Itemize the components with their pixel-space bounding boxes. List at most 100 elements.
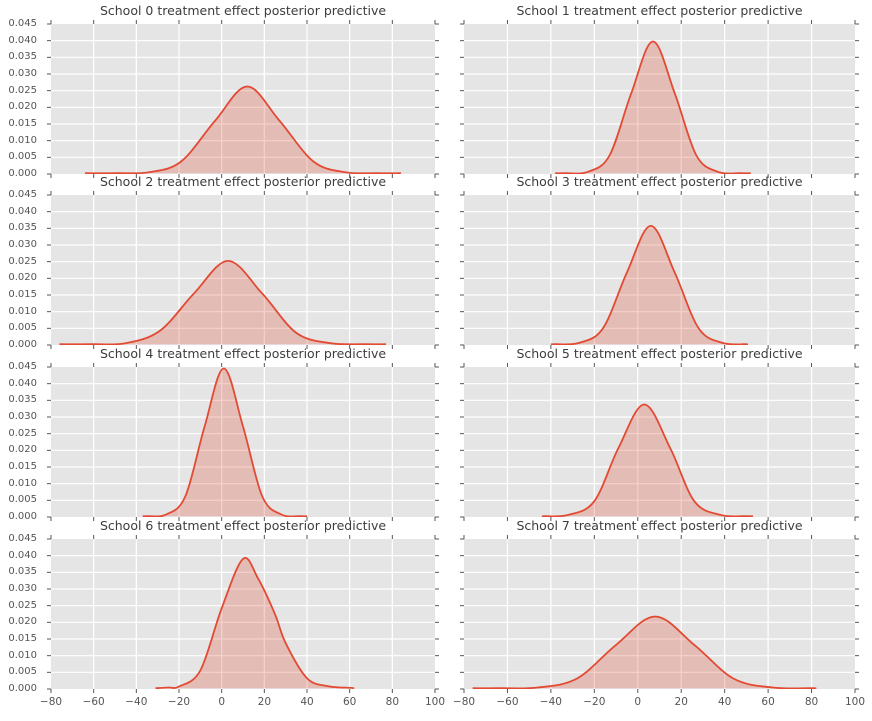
x-tick-label: 60 [342,696,357,708]
subplot-title: School 4 treatment effect posterior pred… [99,346,387,361]
y-tick-label: 0.010 [8,477,37,489]
axes-background [464,539,855,689]
x-tick-label: −20 [583,696,606,708]
density-fill [550,225,748,345]
x-tick-label: 80 [804,696,819,708]
y-tick-label: 0.015 [8,118,37,129]
density-fill [555,41,751,174]
y-tick-label: 0.020 [8,444,37,456]
density-plot [460,191,859,349]
x-tick-label: 40 [717,696,732,708]
subplot-school-1: School 1 treatment effect posterior pred… [460,3,859,178]
y-axis-tick-labels: 0.000 0.005 0.010 0.015 0.020 0.025 0.030 0.035… [1,18,44,179]
y-tick-label: 0.045 [8,533,37,544]
axes-background [464,367,855,517]
axes-background [51,24,435,174]
x-axis-tick-labels: −80 −60 −40 −20 0 20 40 60 80 100 [453,689,865,709]
y-tick-label: 0.005 [8,494,37,506]
y-axis-tick-labels: 0.000 0.005 0.010 0.015 0.020 0.025 0.030 0.035… [1,361,44,522]
density-fill [142,368,307,517]
subplot-school-6: School 6 treatment effect posterior pred… [8,518,445,708]
density-line [155,557,355,689]
y-tick-label: 0.045 [8,361,37,372]
y-tick-label: 0.020 [8,101,37,113]
x-tick-label: 20 [674,696,688,708]
y-tick-label: 0.000 [8,511,37,522]
y-tick-label: 0.000 [8,339,37,350]
density-plot [47,20,439,178]
density-fill [542,404,753,517]
y-axis-tick-labels [414,539,457,689]
y-tick-label: 0.040 [8,377,37,389]
density-line [142,367,308,517]
density-line [555,40,751,174]
x-tick-label: 0 [218,696,225,708]
subplot-title: School 3 treatment effect posterior pred… [516,174,803,189]
density-line [59,260,386,345]
y-tick-label: 0.000 [8,683,37,694]
density-plot [460,20,859,178]
subplot-school-3: School 3 treatment effect posterior pred… [460,174,859,349]
x-tick-label: 60 [761,696,775,708]
density-plot [47,363,439,521]
axes-background [51,539,435,689]
y-tick-label: 0.030 [8,68,37,79]
x-tick-label: −60 [82,696,105,708]
x-tick-label: −40 [125,696,148,708]
x-tick-label: −40 [539,696,562,708]
x-tick-label: −80 [452,696,476,708]
density-fill [472,616,817,689]
subplot-school-0: School 0 treatment effect posterior pred… [8,3,439,179]
density-fill [85,86,401,174]
x-tick-label: −80 [39,696,63,708]
x-tick-label: 40 [300,696,314,708]
density-plot [47,191,439,349]
y-tick-label: 0.035 [8,222,37,234]
y-tick-label: 0.040 [8,549,37,561]
x-tick-label: 20 [257,696,272,708]
y-axis-tick-labels [414,24,457,174]
subplot-title: School 0 treatment effect posterior pred… [99,3,387,18]
x-tick-label: −60 [496,696,519,708]
y-tick-label: 0.005 [8,151,37,163]
y-tick-label: 0.000 [8,168,37,179]
y-tick-label: 0.040 [8,205,37,217]
density-fill [155,557,354,689]
subplot-title: School 5 treatment effect posterior pred… [516,346,803,361]
y-tick-label: 0.045 [8,18,37,29]
subplot-title: School 2 treatment effect posterior pred… [99,174,387,189]
y-tick-label: 0.005 [8,666,37,678]
y-tick-label: 0.030 [8,583,37,594]
subplot-title: School 7 treatment effect posterior pred… [516,518,803,533]
y-tick-label: 0.015 [8,289,37,300]
x-tick-label: −20 [167,696,191,708]
x-tick-label: 0 [634,696,642,708]
y-tick-label: 0.025 [8,84,37,96]
subplot-school-2: School 2 treatment effect posterior pred… [8,174,439,350]
density-line [541,403,753,517]
subplot-school-4: School 4 treatment effect posterior pred… [8,346,439,522]
axes-background [51,367,435,517]
y-tick-label: 0.010 [8,134,37,146]
y-tick-label: 0.030 [8,411,37,422]
x-tick-label: 100 [844,696,866,708]
subplot-school-7: School 7 treatment effect posterior pred… [453,518,865,708]
y-tick-label: 0.025 [8,255,37,267]
density-plot [460,363,859,521]
y-tick-label: 0.005 [8,322,37,334]
subplot-school-5: School 5 treatment effect posterior pred… [460,346,859,521]
density-line [85,85,401,174]
y-tick-label: 0.010 [8,305,37,317]
y-axis-tick-labels: 0.000 0.005 0.010 0.015 0.020 0.025 0.030 0.035… [1,533,44,694]
y-tick-label: 0.015 [8,461,37,472]
x-axis-tick-labels: −80 −60 −40 −20 0 20 40 60 80 100 [40,689,445,709]
subplot-title: School 6 treatment effect posterior pred… [99,518,387,533]
y-tick-label: 0.035 [8,566,37,578]
y-axis-tick-labels [414,195,457,345]
x-tick-label: 100 [424,696,446,708]
x-tick-label: 80 [385,696,400,708]
density-line [550,225,749,345]
density-fill [59,260,386,345]
y-tick-label: 0.010 [8,649,37,661]
